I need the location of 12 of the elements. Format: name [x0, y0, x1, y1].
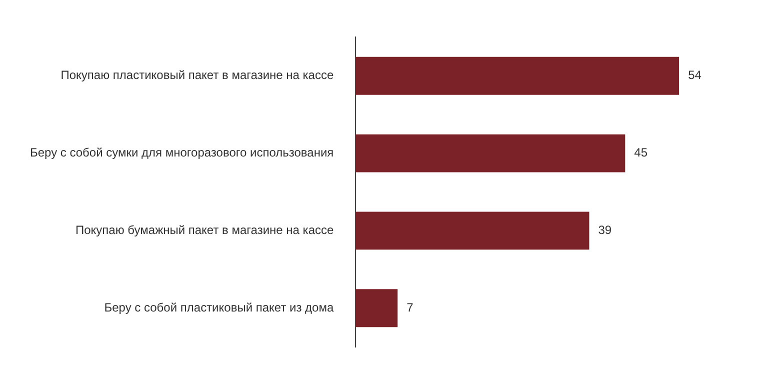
bar: [356, 134, 626, 172]
y-tick-label: Покупаю пластиковый пакет в магазине на кассе: [60, 68, 334, 82]
data-label: 7: [406, 300, 414, 314]
y-tick-label: Покупаю бумажный пакет в магазине на кассе: [75, 223, 334, 238]
data-label: 54: [688, 68, 702, 82]
y-tick-label: Беру с собой сумки для многоразового использования: [30, 146, 334, 160]
bar: [356, 56, 680, 95]
bar: [356, 289, 398, 328]
data-label: 45: [634, 146, 648, 160]
data-label: 39: [598, 223, 612, 238]
y-tick-label: Беру с собой пластиковый пакет из дома: [104, 300, 334, 314]
bar: [356, 212, 590, 250]
